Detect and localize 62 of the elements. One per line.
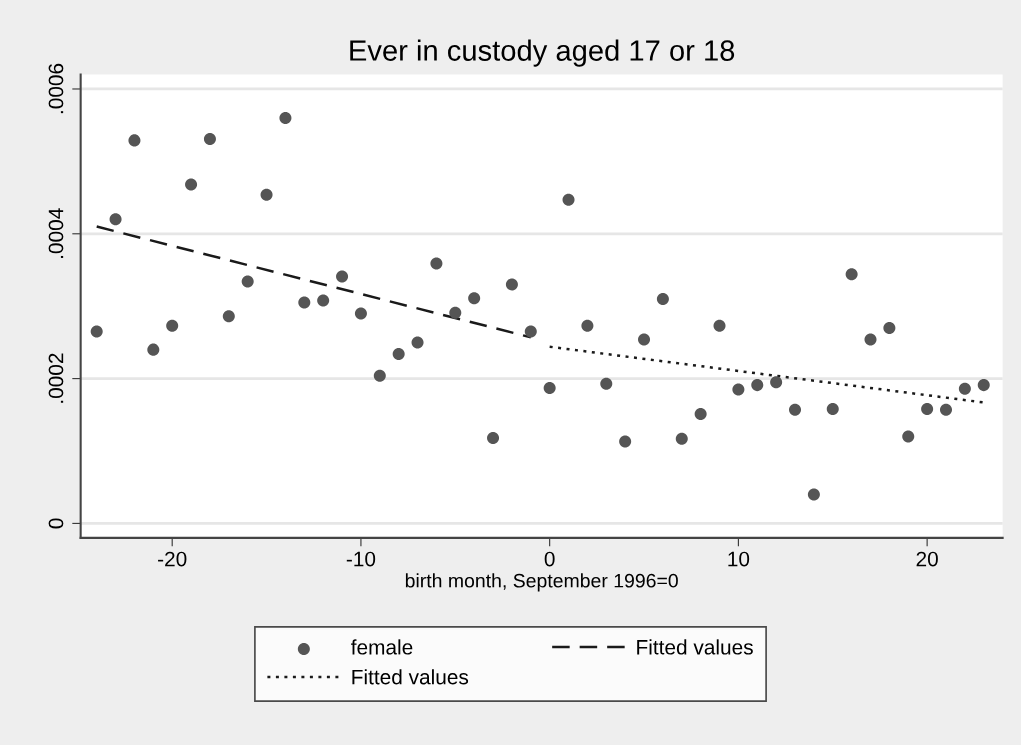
point: [279, 111, 292, 124]
point: [826, 403, 839, 416]
point: [694, 408, 707, 421]
legend-label: Fitted values: [352, 669, 469, 685]
point: [543, 382, 556, 395]
point: [732, 383, 745, 396]
point: [147, 343, 160, 356]
point: [562, 193, 575, 206]
point: [845, 268, 858, 281]
point: [921, 403, 934, 416]
point: [638, 333, 651, 346]
x-tick-label: 0: [544, 551, 555, 567]
point: [336, 270, 349, 283]
point: [411, 336, 424, 349]
point: [789, 403, 802, 416]
point: [600, 377, 613, 390]
point: [354, 307, 367, 320]
point: [807, 488, 820, 501]
point: [373, 369, 386, 382]
y-tick-label: .0002: [48, 353, 64, 403]
point: [864, 333, 877, 346]
point: [524, 325, 537, 338]
point: [505, 278, 518, 291]
point: [203, 132, 216, 145]
point: [317, 294, 330, 307]
point: [90, 325, 103, 338]
point: [675, 432, 688, 445]
x-axis-title: birth month, September 1996=0: [405, 573, 678, 592]
point: [656, 292, 669, 305]
point: [109, 213, 122, 226]
point: [392, 347, 405, 360]
point: [958, 382, 971, 395]
point: [241, 275, 254, 288]
point: [449, 306, 462, 319]
x-tick-label: 20: [916, 551, 938, 567]
y-tick-label: 0: [48, 518, 64, 529]
x-tick-label: -10: [346, 551, 376, 567]
y-tick-label: .0006: [48, 63, 64, 114]
point: [468, 292, 481, 305]
point: [430, 257, 443, 270]
point: [619, 435, 632, 448]
point: [883, 321, 896, 334]
y-tick-label: .0004: [48, 208, 64, 258]
point: [185, 178, 198, 191]
x-tick-label: 10: [728, 551, 750, 567]
point: [487, 431, 500, 444]
point: [770, 376, 783, 389]
legend-label: female: [351, 639, 413, 655]
point: [166, 319, 179, 332]
point: [222, 310, 235, 323]
point: [977, 379, 990, 392]
point: [298, 296, 311, 309]
x-tick-label: -20: [158, 551, 187, 567]
point: [751, 379, 764, 392]
point: [902, 430, 915, 443]
chart-title: Ever in custody aged 17 or 18: [350, 39, 735, 67]
point: [260, 188, 273, 201]
point: [713, 319, 726, 332]
point: [128, 134, 141, 147]
legend-label: Fitted values: [637, 639, 753, 655]
point: [939, 403, 953, 416]
point: [581, 319, 594, 332]
